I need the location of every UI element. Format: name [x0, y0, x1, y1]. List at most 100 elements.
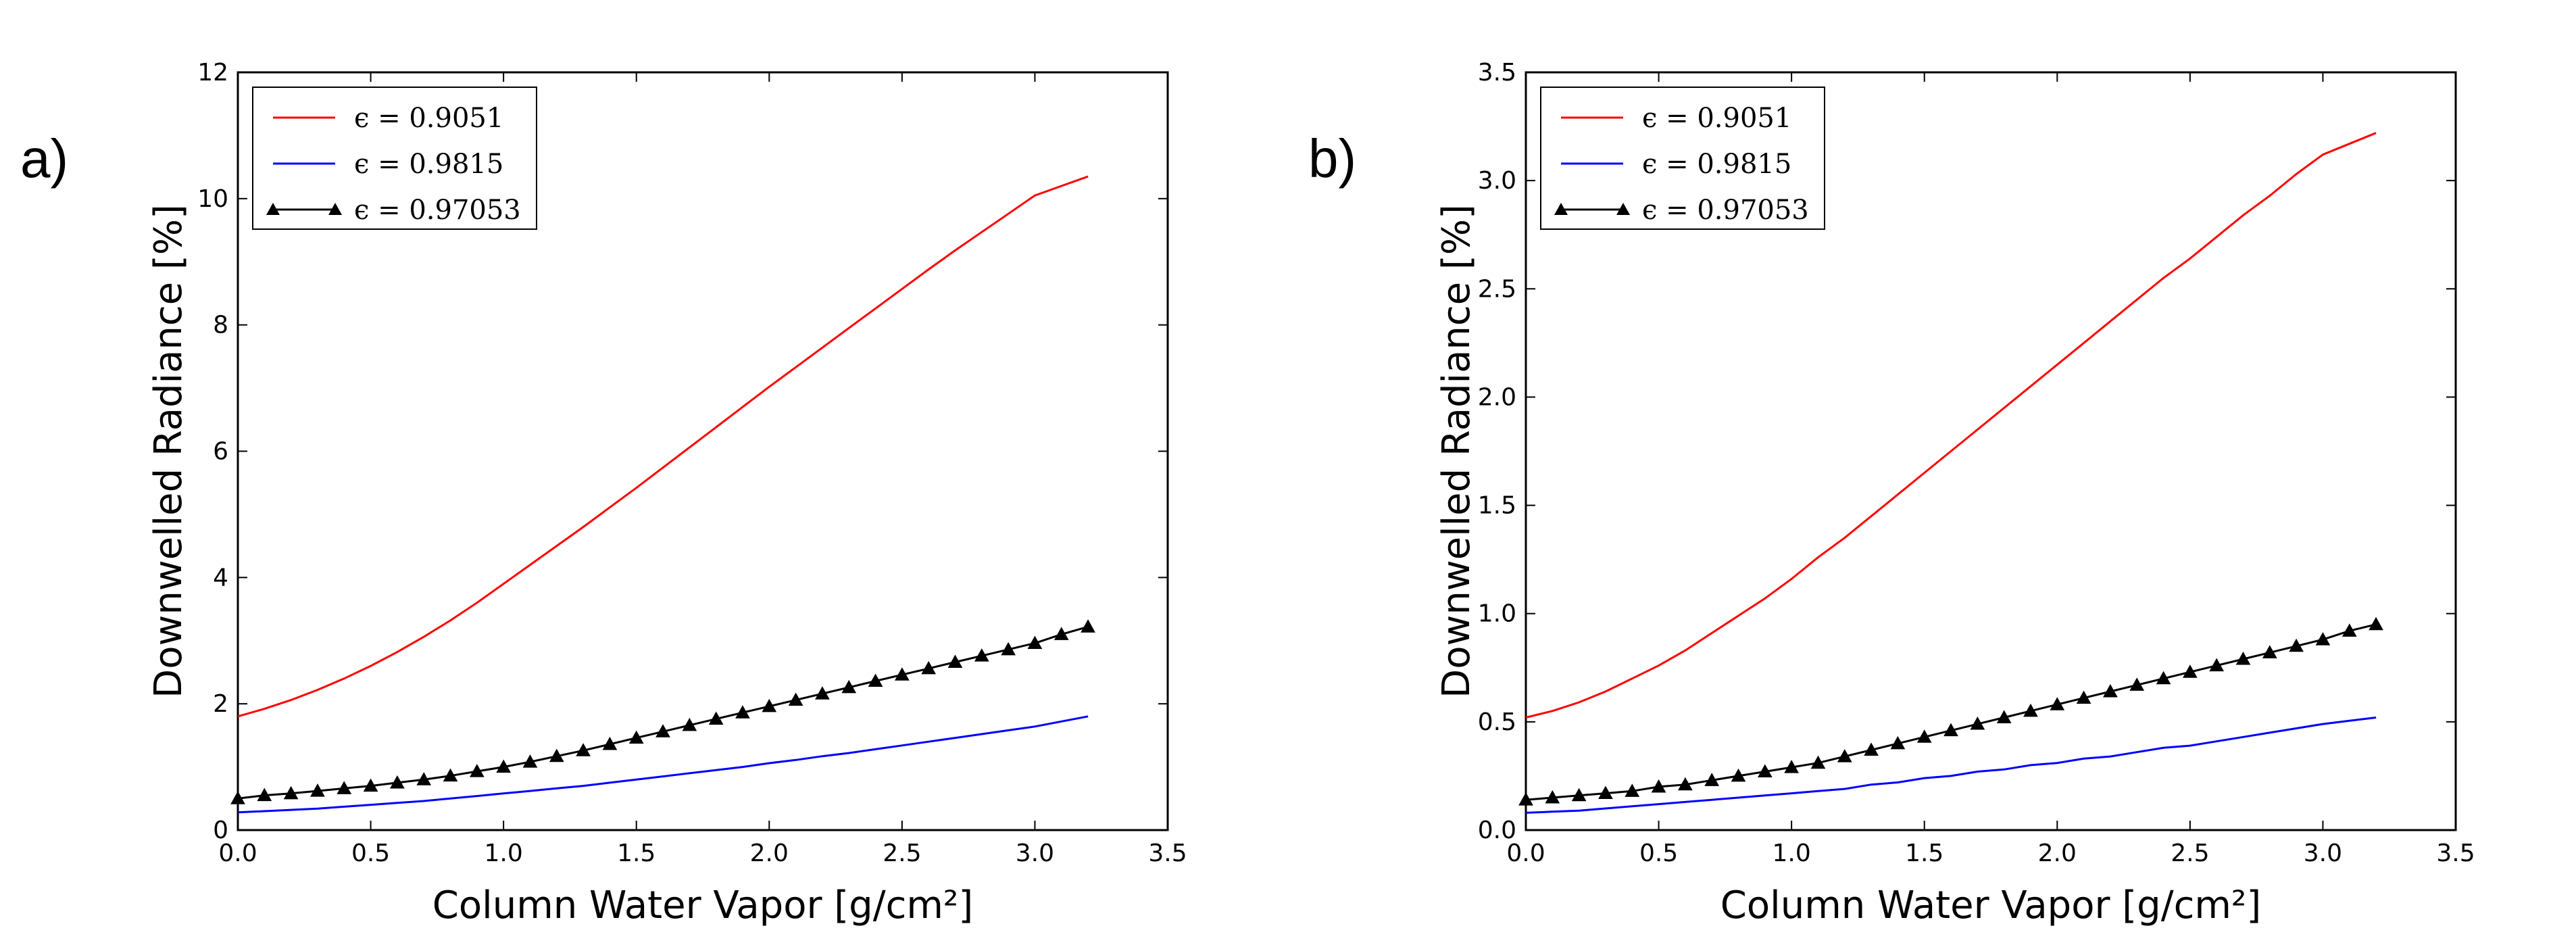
- data-point: [2050, 697, 2065, 710]
- data-point: [2262, 645, 2277, 658]
- data-point: [815, 686, 830, 700]
- x-tick-label: 2.5: [883, 840, 921, 867]
- x-axis-title: Column Water Vapor [g/cm²]: [1720, 883, 2261, 927]
- data-point: [1081, 619, 1095, 633]
- data-point: [496, 759, 511, 773]
- legend: ϵ = 0.9051 ϵ = 0.9815 ϵ = 0.97053: [252, 87, 537, 230]
- data-point: [2129, 677, 2145, 691]
- data-point: [1757, 764, 1773, 778]
- data-point: [602, 736, 618, 750]
- data-point: [762, 698, 777, 712]
- data-point: [1996, 710, 2012, 723]
- data-point: [1890, 735, 1906, 750]
- data-point: [2076, 690, 2091, 704]
- data-point: [2369, 616, 2383, 631]
- chart-b: b) 0.0 0.5 1.0 1.5 2.0 2.5 3.0 3.5 0.0 0.5 1.0 1.5 2.…: [1308, 59, 2475, 927]
- legend-entry: ϵ = 0.9815: [1642, 149, 1791, 180]
- data-point: [2315, 632, 2331, 646]
- panel-label: b): [1308, 128, 1356, 189]
- data-point: [416, 772, 432, 785]
- data-point: [1943, 723, 1958, 737]
- series-line: [1525, 717, 2377, 814]
- data-point: [708, 711, 724, 725]
- legend: ϵ = 0.9051 ϵ = 0.9815 ϵ = 0.97053: [1540, 87, 1825, 230]
- data-point: [1678, 777, 1693, 791]
- y-tick-label: 3.0: [1478, 167, 1516, 195]
- data-point: [2289, 638, 2304, 652]
- data-point: [230, 791, 245, 804]
- x-tick-label: 1.0: [485, 840, 523, 867]
- x-tick-label: 0.0: [1506, 840, 1545, 867]
- data-point: [1704, 773, 1720, 786]
- data-point: [2342, 623, 2357, 637]
- data-point: [2103, 683, 2118, 698]
- data-point: [1864, 742, 1879, 756]
- data-point: [2235, 651, 2251, 665]
- legend-box: [1540, 87, 1825, 230]
- data-point: [921, 660, 937, 675]
- y-axis-title: Downwelled Radiance [%]: [147, 204, 191, 698]
- legend-entry: ϵ = 0.9815: [354, 149, 503, 180]
- legend-marker: [266, 203, 280, 215]
- data-point: [522, 754, 538, 768]
- data-point: [947, 654, 963, 669]
- series-line: [237, 175, 1089, 718]
- data-point: [1518, 792, 1533, 806]
- x-tick-label: 0.0: [218, 840, 257, 867]
- legend-marker: [1554, 203, 1568, 215]
- y-tick-label: 2.5: [1478, 275, 1516, 303]
- data-point: [2023, 703, 2038, 717]
- y-tick-label: 6: [213, 438, 228, 466]
- x-tick-label: 3.0: [2304, 840, 2342, 867]
- data-point: [2209, 658, 2225, 672]
- data-point: [1731, 768, 1746, 782]
- legend-box: [252, 87, 537, 230]
- data-point: [1598, 785, 1613, 800]
- x-tick-label: 2.0: [2038, 840, 2077, 867]
- y-tick-label: 1.0: [1478, 600, 1516, 628]
- legend-entry: ϵ = 0.9051: [1642, 103, 1791, 134]
- legend-entry: ϵ = 0.9051: [354, 103, 503, 134]
- data-point: [576, 743, 591, 756]
- data-point: [443, 768, 458, 782]
- x-tick-label: 0.5: [351, 840, 390, 867]
- x-axis-title: Column Water Vapor [g/cm²]: [432, 883, 973, 927]
- data-point: [310, 783, 325, 797]
- data-point: [1054, 627, 1069, 640]
- data-point: [1651, 779, 1666, 793]
- data-point: [1027, 635, 1043, 649]
- data-point: [337, 781, 352, 794]
- series-line: [237, 715, 1089, 814]
- data-point: [628, 730, 644, 744]
- y-axis-title: Downwelled Radiance [%]: [1435, 204, 1479, 698]
- data-point: [1545, 790, 1560, 804]
- data-point: [1837, 749, 1852, 762]
- data-point: [469, 764, 485, 777]
- y-tick-label: 2: [213, 690, 228, 718]
- y-tick-label: 3.5: [1478, 59, 1516, 87]
- data-point: [363, 778, 378, 792]
- data-point: [974, 648, 989, 662]
- chart-panel-b: b) 0.0 0.5 1.0 1.5 2.0 2.5 3.0 3.5 0.0 0.5 1.0 1.5 2.…: [1288, 0, 2576, 945]
- y-tick-label: 2.0: [1478, 383, 1516, 411]
- data-point: [1625, 783, 1640, 797]
- x-tick-label: 3.5: [2436, 840, 2475, 867]
- chart-a: a) 0.0 0.5 1.0 1.5 2.0 2.5 3.0 3.5 0 2 4 6 8 10 12 Colum…: [20, 59, 1187, 927]
- data-point: [1571, 788, 1587, 802]
- legend-entry: ϵ = 0.97053: [354, 195, 521, 226]
- y-tick-label: 8: [213, 312, 228, 339]
- data-point: [895, 667, 910, 681]
- chart-panel-a: a) 0.0 0.5 1.0 1.5 2.0 2.5 3.0 3.5 0 2 4 6 8 10 12 Colum…: [20, 59, 1187, 927]
- data-point: [390, 775, 405, 789]
- data-point: [735, 705, 750, 719]
- data-point: [655, 724, 670, 737]
- x-tick-label: 3.5: [1148, 840, 1187, 867]
- x-tick-label: 2.0: [750, 840, 789, 867]
- data-point: [1810, 755, 1826, 769]
- x-tick-label: 0.5: [1639, 840, 1678, 867]
- y-tick-label: 0.0: [1478, 817, 1516, 844]
- legend-entry: ϵ = 0.97053: [1642, 195, 1809, 226]
- data-point: [868, 673, 883, 687]
- x-tick-label: 1.5: [1905, 840, 1943, 867]
- x-tick-label: 1.5: [617, 840, 655, 867]
